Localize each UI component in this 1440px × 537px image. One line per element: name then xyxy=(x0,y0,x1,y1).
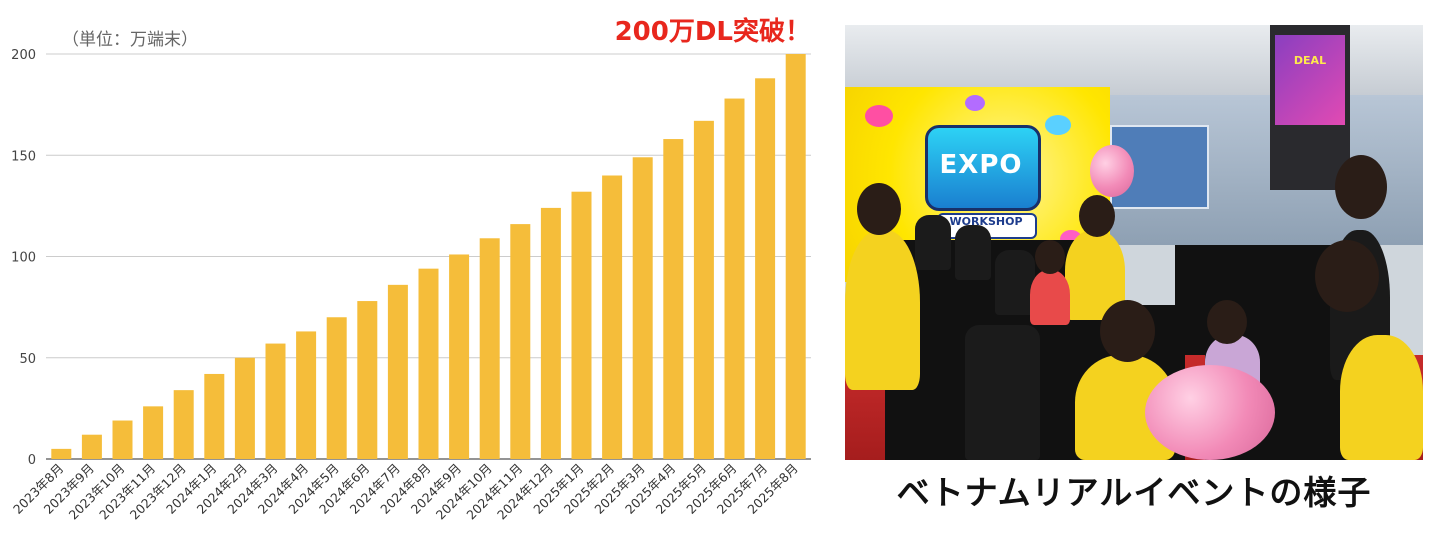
bar xyxy=(265,343,286,459)
bar xyxy=(540,207,561,459)
bar xyxy=(724,98,745,460)
photo-person-head xyxy=(1335,155,1387,219)
expo-logo-text: EXPO xyxy=(939,150,1023,180)
photo-person-head xyxy=(1079,195,1115,237)
photo-chair xyxy=(915,215,951,270)
bar xyxy=(602,175,623,459)
bar xyxy=(693,120,714,459)
paint-splash xyxy=(1045,115,1071,135)
photo-chair xyxy=(955,225,991,280)
bar xyxy=(785,54,806,459)
bar xyxy=(387,284,408,459)
expo-logo-badge xyxy=(925,125,1041,211)
bar xyxy=(326,317,347,459)
y-axis-ticks: 0 50 100 150 200 xyxy=(11,48,36,468)
photo-person-head xyxy=(1207,300,1247,344)
balloon xyxy=(1145,365,1275,460)
photo-person xyxy=(1340,335,1423,460)
paint-splash xyxy=(965,95,985,111)
photo-caption: ベトナムリアルイベントの様子 xyxy=(896,473,1372,512)
photo-person-head xyxy=(1035,240,1065,274)
bar-chart: 0 50 100 150 200 2023年8月2023年9月2023年10月2023年… xyxy=(10,16,811,523)
y-tick-label: 100 xyxy=(11,251,36,266)
bar xyxy=(234,357,255,459)
bar xyxy=(449,254,470,459)
photo-chair xyxy=(965,325,1040,460)
bar xyxy=(51,448,72,459)
bar xyxy=(112,420,133,459)
bar xyxy=(479,238,500,459)
paint-splash xyxy=(865,105,893,127)
photo-child xyxy=(1030,270,1070,325)
bar xyxy=(510,224,531,459)
photo-person xyxy=(845,230,920,390)
y-tick-label: 200 xyxy=(11,48,36,63)
bar xyxy=(418,268,439,459)
chart-bars xyxy=(51,54,806,460)
milestone-headline: 200万DL突破！ xyxy=(615,16,811,47)
x-axis-ticks: 2023年8月2023年9月2023年10月2023年11月2023年12月20… xyxy=(10,461,801,523)
photo-pillar-screen xyxy=(1275,35,1345,125)
y-tick-label: 50 xyxy=(19,352,36,367)
photo-person-head xyxy=(1100,300,1155,362)
photo-person-head xyxy=(1315,240,1379,312)
bar xyxy=(571,191,592,459)
bar xyxy=(296,331,317,459)
workshop-sign-text: WORKSHOP xyxy=(949,215,1023,228)
bar xyxy=(204,373,225,459)
bar xyxy=(755,78,776,460)
bar xyxy=(173,390,194,459)
bar xyxy=(143,406,164,459)
bar xyxy=(663,139,684,460)
unit-label: （単位：万端末） xyxy=(62,30,198,50)
bar xyxy=(632,157,653,459)
photo-screen-text: DEAL xyxy=(1293,54,1327,67)
photo-person-head xyxy=(857,183,901,235)
event-photo: DEAL EXPO WORKSHOP xyxy=(845,25,1423,460)
y-tick-label: 0 xyxy=(28,453,36,468)
bar xyxy=(81,434,102,459)
bar xyxy=(357,301,378,459)
balloon xyxy=(1090,145,1134,197)
y-tick-label: 150 xyxy=(11,149,36,164)
photo-chair xyxy=(995,250,1035,315)
